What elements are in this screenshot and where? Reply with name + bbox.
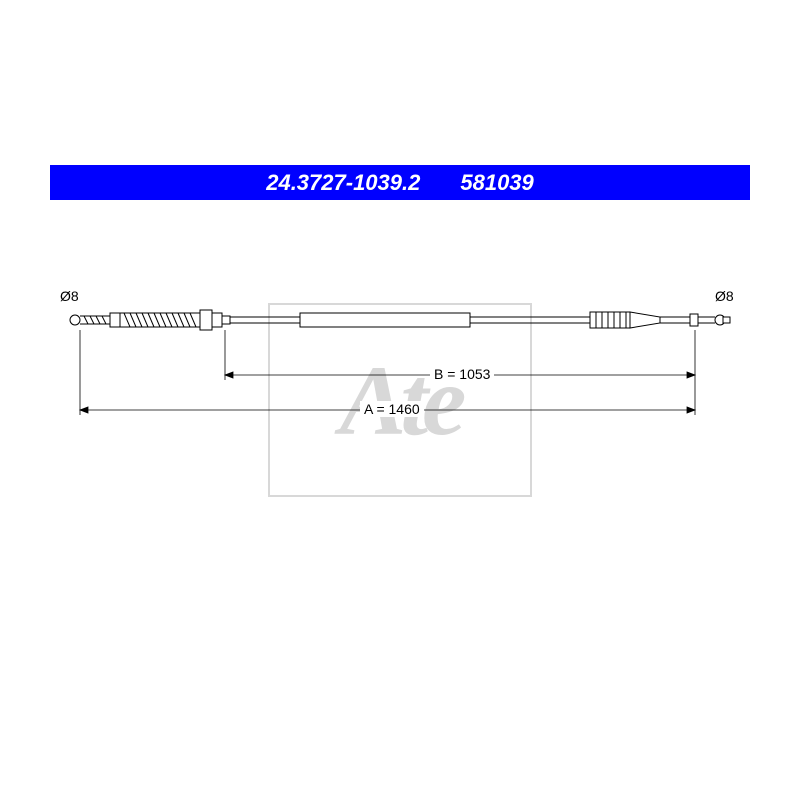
technical-drawing: Ate: [0, 200, 800, 600]
diameter-right: Ø8: [715, 288, 734, 304]
part-code: 581039: [460, 170, 533, 196]
diameter-left: Ø8: [60, 288, 79, 304]
dim-b-label: B = 1053: [430, 366, 494, 382]
cable-svg: [0, 200, 800, 600]
part-header: 24.3727-1039.2 581039: [50, 165, 750, 200]
part-number: 24.3727-1039.2: [266, 170, 420, 196]
dim-a-label: A = 1460: [360, 401, 424, 417]
